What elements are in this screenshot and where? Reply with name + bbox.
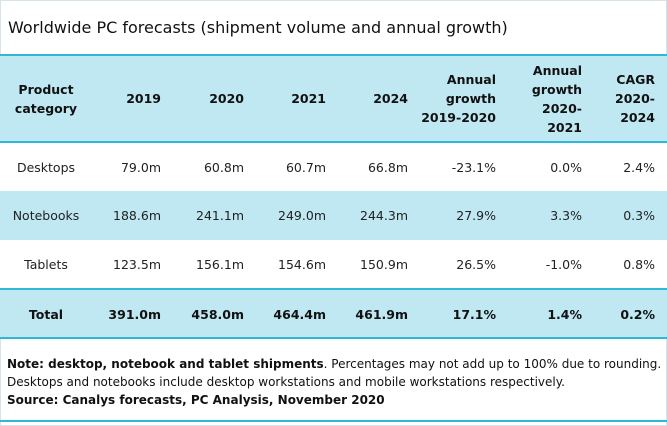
cell-2019: 188.6m [113, 208, 161, 223]
cell-2024: 150.9m [360, 256, 408, 272]
header-growth-2019-2020: Annual growth 2019-2020 [421, 72, 496, 125]
cell-cagr: 0.2% [594, 288, 667, 338]
cell-growth-2020-2021: 1.4% [508, 288, 594, 338]
cell-2019: 123.5m [113, 256, 161, 272]
top-divider [0, 54, 667, 56]
cell-2024: 244.3m [360, 208, 408, 223]
table-row-notebooks: Notebooks 188.6m 241.1m 249.0m 244.3m 27… [0, 191, 667, 240]
forecast-table: Product category 2019 2020 2021 2024 Annu… [0, 56, 667, 338]
cell-2020: 60.8m [173, 141, 256, 191]
table-header-row: Product category 2019 2020 2021 2024 Annu… [0, 56, 667, 142]
table-row-tablets: Tablets 123.5m 156.1m 154.6m 150.9m 26.5… [0, 240, 667, 289]
note-workstations: Desktops and notebooks include desktop w… [7, 375, 565, 389]
page-title: Worldwide PC forecasts (shipment volume … [8, 18, 508, 37]
header-product-category: Product category [14, 81, 78, 116]
cell-cagr: 2.4% [594, 141, 667, 191]
cell-growth-2020-2021: 3.3% [550, 208, 582, 223]
cell-cagr: 0.8% [623, 256, 655, 272]
cell-2024: 461.9m [338, 288, 420, 338]
cell-category: Desktops [0, 141, 92, 191]
source-line: Source: Canalys forecasts, PC Analysis, … [7, 393, 385, 407]
header-2019: 2019 [126, 91, 161, 106]
footer-divider [0, 420, 667, 422]
cell-2021: 464.4m [256, 288, 338, 338]
cell-2020: 156.1m [196, 256, 244, 272]
cell-growth-2019-2020: 27.9% [456, 208, 496, 223]
table-row-desktops: Desktops 79.0m 60.8m 60.7m 66.8m -23.1% … [0, 141, 667, 191]
cell-2019: 391.0m [92, 288, 173, 338]
header-growth-2020-2021: Annual growth 2020-2021 [531, 62, 582, 135]
cell-2020: 241.1m [196, 208, 244, 223]
cell-2021: 154.6m [278, 256, 326, 272]
cell-growth-2019-2020: 17.1% [420, 288, 508, 338]
cell-category: Total [0, 288, 92, 338]
cell-category: Tablets [24, 256, 68, 272]
cell-2021: 60.7m [256, 141, 338, 191]
cell-2024: 66.8m [338, 141, 420, 191]
header-2024: 2024 [373, 91, 408, 106]
cell-growth-2019-2020: 26.5% [456, 256, 496, 272]
note-line: Note: desktop, notebook and tablet shipm… [7, 357, 662, 371]
cell-category: Notebooks [12, 208, 80, 223]
cell-growth-2019-2020: -23.1% [420, 141, 508, 191]
header-2021: 2021 [291, 91, 326, 106]
cell-cagr: 0.3% [623, 208, 655, 223]
footnotes: Note: desktop, notebook and tablet shipm… [7, 355, 662, 409]
cell-growth-2020-2021: 0.0% [508, 141, 594, 191]
cell-2021: 249.0m [278, 208, 326, 223]
header-2020: 2020 [209, 91, 244, 106]
table-bottom-divider [0, 337, 667, 339]
cell-growth-2020-2021: -1.0% [545, 256, 582, 272]
cell-2020: 458.0m [173, 288, 256, 338]
table-row-total: Total 391.0m 458.0m 464.4m 461.9m 17.1% … [0, 288, 667, 338]
header-cagr-2020-2024: CAGR 2020- 2024 [615, 72, 655, 125]
cell-2019: 79.0m [92, 141, 173, 191]
